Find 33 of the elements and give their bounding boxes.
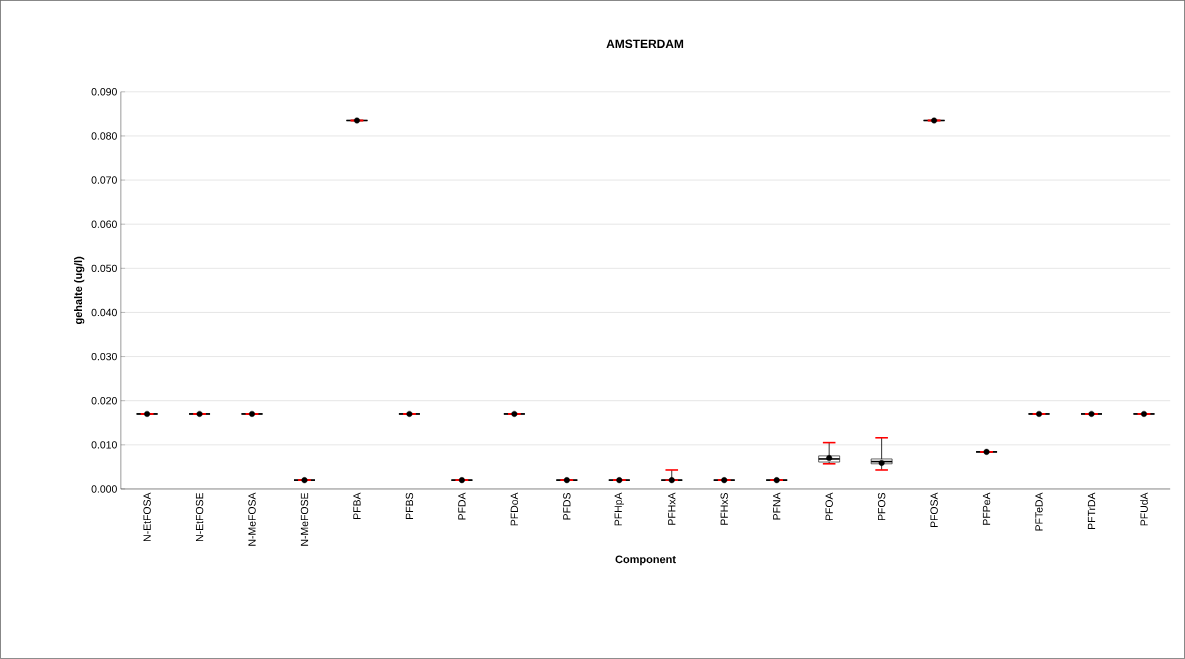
x-tick-label: PFPeA — [982, 492, 991, 525]
x-tick-label: N-MeFOSE — [300, 493, 309, 546]
y-tick-label: 0.020 — [91, 397, 117, 405]
x-tick-label: N-EtFOSA — [143, 492, 151, 542]
x-tick-label: PFTeDA — [1035, 492, 1043, 531]
x-tick-label: N-MeFOSA — [248, 492, 256, 546]
x-tick-label: PFOSA — [930, 492, 938, 528]
x-tick-label: PFBS — [405, 493, 414, 520]
y-tick-label: 0.070 — [91, 176, 117, 184]
x-tick-label: N-EtFOSE — [195, 493, 204, 542]
x-tick-label: PFDoA — [510, 492, 519, 526]
x-tick-label: PFHpA — [614, 492, 624, 526]
y-tick-label: 0.050 — [91, 264, 117, 273]
y-tick-label: 0.090 — [91, 88, 117, 96]
x-tick-label: PFNA — [773, 492, 781, 520]
x-tick-label: PFDA — [458, 492, 466, 520]
y-axis-title: gehalte (ug/l) — [74, 256, 85, 325]
chart-title: AMSTERDAM — [606, 39, 684, 49]
y-tick-label: 0.040 — [91, 308, 117, 317]
y-tick-label: 0.080 — [91, 132, 117, 140]
y-tick-label: 0.000 — [91, 485, 117, 493]
x-tick-label: PFHxS — [720, 493, 728, 525]
x-tick-label: PFHxA — [668, 492, 676, 525]
x-tick-label: PFTrDA — [1087, 492, 1096, 530]
x-tick-label: PFOA — [825, 492, 833, 521]
x-tick-label: PFOS — [877, 493, 886, 521]
x-tick-label: PFDS — [563, 493, 571, 520]
y-tick-label: 0.060 — [91, 220, 117, 228]
x-tick-label: PFBA — [353, 492, 361, 520]
x-tick-label: PFUdA — [1140, 492, 1148, 526]
y-tick-label: 0.010 — [91, 441, 117, 449]
x-axis-title: Component — [615, 555, 676, 566]
y-tick-label: 0.030 — [91, 352, 117, 361]
